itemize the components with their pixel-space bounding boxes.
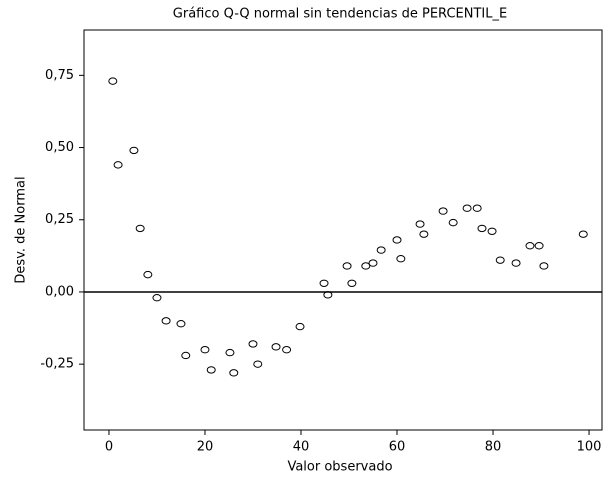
point bbox=[462, 204, 472, 212]
point bbox=[511, 259, 521, 267]
point bbox=[347, 279, 357, 287]
point bbox=[161, 317, 171, 325]
plot-frame bbox=[83, 29, 603, 431]
point bbox=[271, 343, 281, 351]
point bbox=[472, 204, 482, 212]
point bbox=[477, 224, 487, 233]
point bbox=[248, 340, 258, 348]
point bbox=[539, 262, 549, 270]
y-tick-label: 0,25 bbox=[45, 212, 74, 227]
point bbox=[487, 227, 497, 235]
point bbox=[376, 246, 386, 254]
point bbox=[495, 256, 505, 264]
y-tick-label: 0,75 bbox=[45, 68, 74, 83]
y-tick-label: -0,25 bbox=[40, 357, 74, 372]
point bbox=[129, 146, 139, 155]
point bbox=[438, 207, 448, 215]
point bbox=[419, 230, 429, 238]
point bbox=[396, 255, 406, 263]
point bbox=[108, 77, 118, 85]
x-tick-label: 20 bbox=[197, 440, 214, 455]
y-axis-label: Desv. de Normal bbox=[14, 176, 29, 283]
point bbox=[229, 369, 239, 377]
point bbox=[135, 224, 145, 233]
point bbox=[295, 322, 305, 331]
point bbox=[361, 262, 371, 270]
point bbox=[181, 351, 191, 360]
point bbox=[368, 259, 378, 267]
point bbox=[392, 236, 402, 244]
x-axis-label: Valor observado bbox=[287, 460, 392, 475]
point bbox=[323, 291, 333, 299]
point bbox=[342, 262, 352, 270]
point bbox=[176, 320, 186, 328]
point bbox=[225, 348, 235, 357]
chart-title: Gráfico Q-Q normal sin tendencias de PER… bbox=[173, 7, 507, 22]
y-tick-label: 0,50 bbox=[45, 140, 74, 155]
point bbox=[113, 161, 123, 169]
x-tick-label: 80 bbox=[485, 440, 502, 455]
point bbox=[200, 346, 210, 354]
point bbox=[206, 366, 216, 374]
point bbox=[415, 220, 425, 228]
x-tick-label: 60 bbox=[389, 440, 406, 455]
point bbox=[253, 360, 263, 368]
point bbox=[282, 346, 292, 354]
point bbox=[319, 279, 329, 287]
x-tick-label: 0 bbox=[105, 440, 113, 455]
point bbox=[534, 242, 544, 250]
point bbox=[525, 242, 535, 250]
y-tick-label: 0,00 bbox=[45, 284, 74, 299]
point bbox=[152, 294, 162, 302]
point bbox=[143, 270, 153, 279]
x-tick-label: 40 bbox=[293, 440, 310, 455]
x-tick-label: 100 bbox=[577, 440, 602, 455]
point bbox=[578, 230, 588, 238]
point bbox=[448, 218, 458, 227]
